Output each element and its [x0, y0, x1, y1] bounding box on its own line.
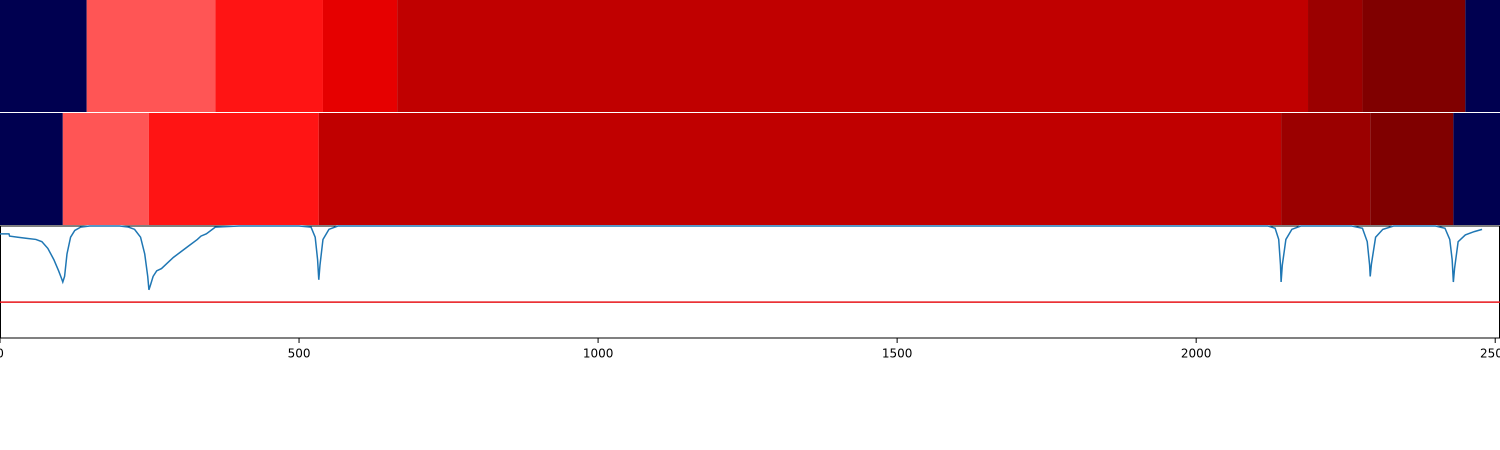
- segment: [148, 113, 319, 225]
- x-tick-label: 0: [0, 347, 4, 361]
- data-line: [0, 225, 1483, 291]
- x-tick-label: 500: [288, 347, 311, 361]
- segment: [0, 113, 63, 225]
- segment: [1370, 113, 1454, 225]
- segment: [215, 0, 323, 112]
- segment: [397, 0, 1309, 112]
- segment: [1465, 0, 1500, 112]
- segment: [322, 0, 398, 112]
- segment: [86, 0, 216, 112]
- x-tick-label: 1500: [882, 347, 913, 361]
- x-tick-label: 2000: [1181, 347, 1212, 361]
- segment: [62, 113, 149, 225]
- segment: [318, 113, 1282, 225]
- segment: [1453, 113, 1500, 225]
- segment: [1308, 0, 1363, 112]
- x-tick-label: 1000: [583, 347, 614, 361]
- segment: [0, 0, 87, 112]
- segment: [1281, 113, 1371, 225]
- plot-frame: [0, 225, 1500, 339]
- x-tick-label: 2500: [1480, 347, 1500, 361]
- segment: [1362, 0, 1466, 112]
